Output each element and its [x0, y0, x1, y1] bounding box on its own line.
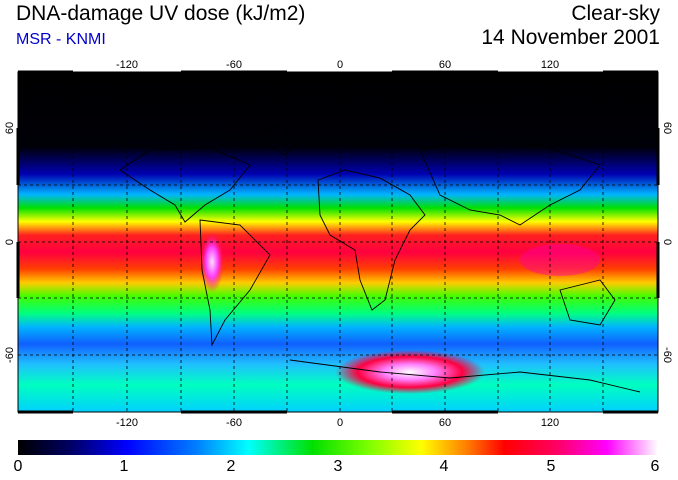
- lat-tick-right: -60: [661, 347, 673, 363]
- date-label: 14 November 2001: [481, 26, 660, 49]
- lat-tick-right: 60: [661, 122, 673, 134]
- lon-tick-top: -60: [226, 59, 242, 71]
- map-grid: [18, 72, 658, 412]
- lon-tick-bottom: 0: [337, 417, 343, 429]
- sky-condition-label: Clear-sky: [571, 2, 660, 25]
- colorbar-label: 5: [546, 458, 556, 475]
- lon-tick-bottom: 120: [541, 417, 559, 429]
- map-frame-ticks: [16, 70, 660, 414]
- colorbar-label: 1: [119, 458, 129, 475]
- lat-tick-left: 60: [4, 122, 16, 134]
- colorbar-label: 3: [333, 458, 343, 475]
- lat-tick-left: -60: [4, 347, 16, 363]
- lon-tick-bottom: 60: [439, 417, 451, 429]
- source-label: MSR - KNMI: [16, 31, 106, 48]
- colorbar-label: 2: [226, 458, 236, 475]
- lat-tick-right: 0: [661, 239, 673, 245]
- lon-tick-top: 0: [337, 59, 343, 71]
- lon-tick-top: 60: [439, 59, 451, 71]
- lon-tick-top: -120: [116, 59, 138, 71]
- colorbar-label: 0: [13, 458, 23, 475]
- lon-tick-bottom: -60: [226, 417, 242, 429]
- colorbar: [18, 440, 658, 455]
- lon-tick-bottom: -120: [116, 417, 138, 429]
- lat-tick-left: 0: [4, 239, 16, 245]
- lon-tick-top: 120: [541, 59, 559, 71]
- colorbar-label: 6: [650, 458, 660, 475]
- colorbar-label: 4: [439, 458, 449, 475]
- map-title: DNA-damage UV dose (kJ/m2): [16, 2, 306, 25]
